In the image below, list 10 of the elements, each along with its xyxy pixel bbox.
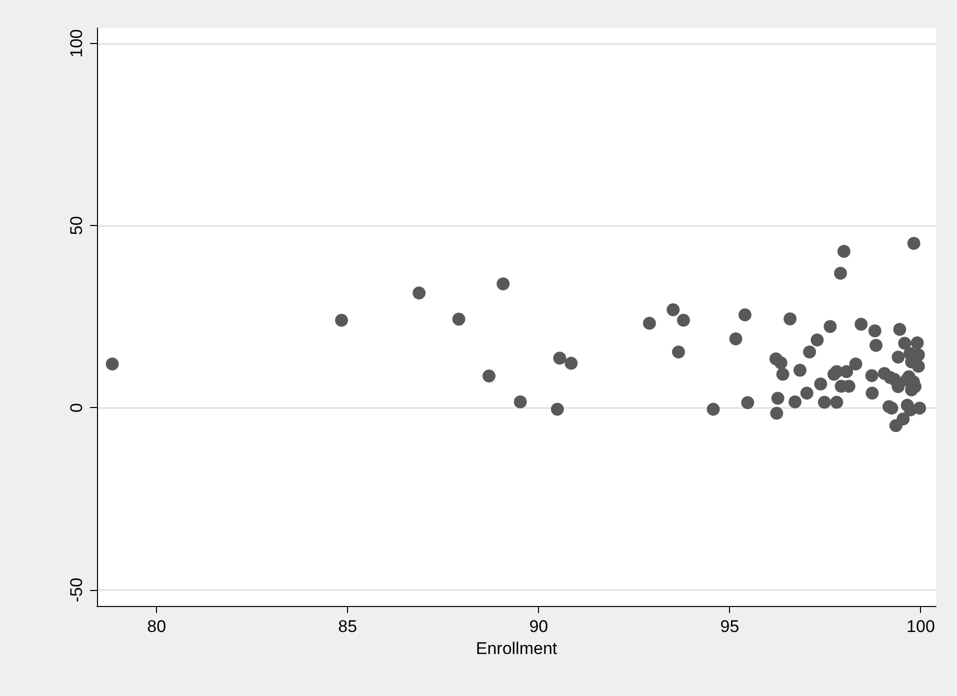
x-tick-label: 85 [338,617,358,636]
y-tick-label: 100 [67,29,86,58]
y-tick-label: 50 [67,216,86,235]
x-tick-label: 80 [147,617,166,636]
x-axis-title: Enrollment [476,638,558,658]
y-tick-label: -50 [67,578,86,602]
x-tick-label: 90 [529,617,548,636]
x-tick-label: 95 [720,617,740,636]
x-tick-label: 100 [906,617,935,636]
y-tick-label: 0 [67,403,86,412]
